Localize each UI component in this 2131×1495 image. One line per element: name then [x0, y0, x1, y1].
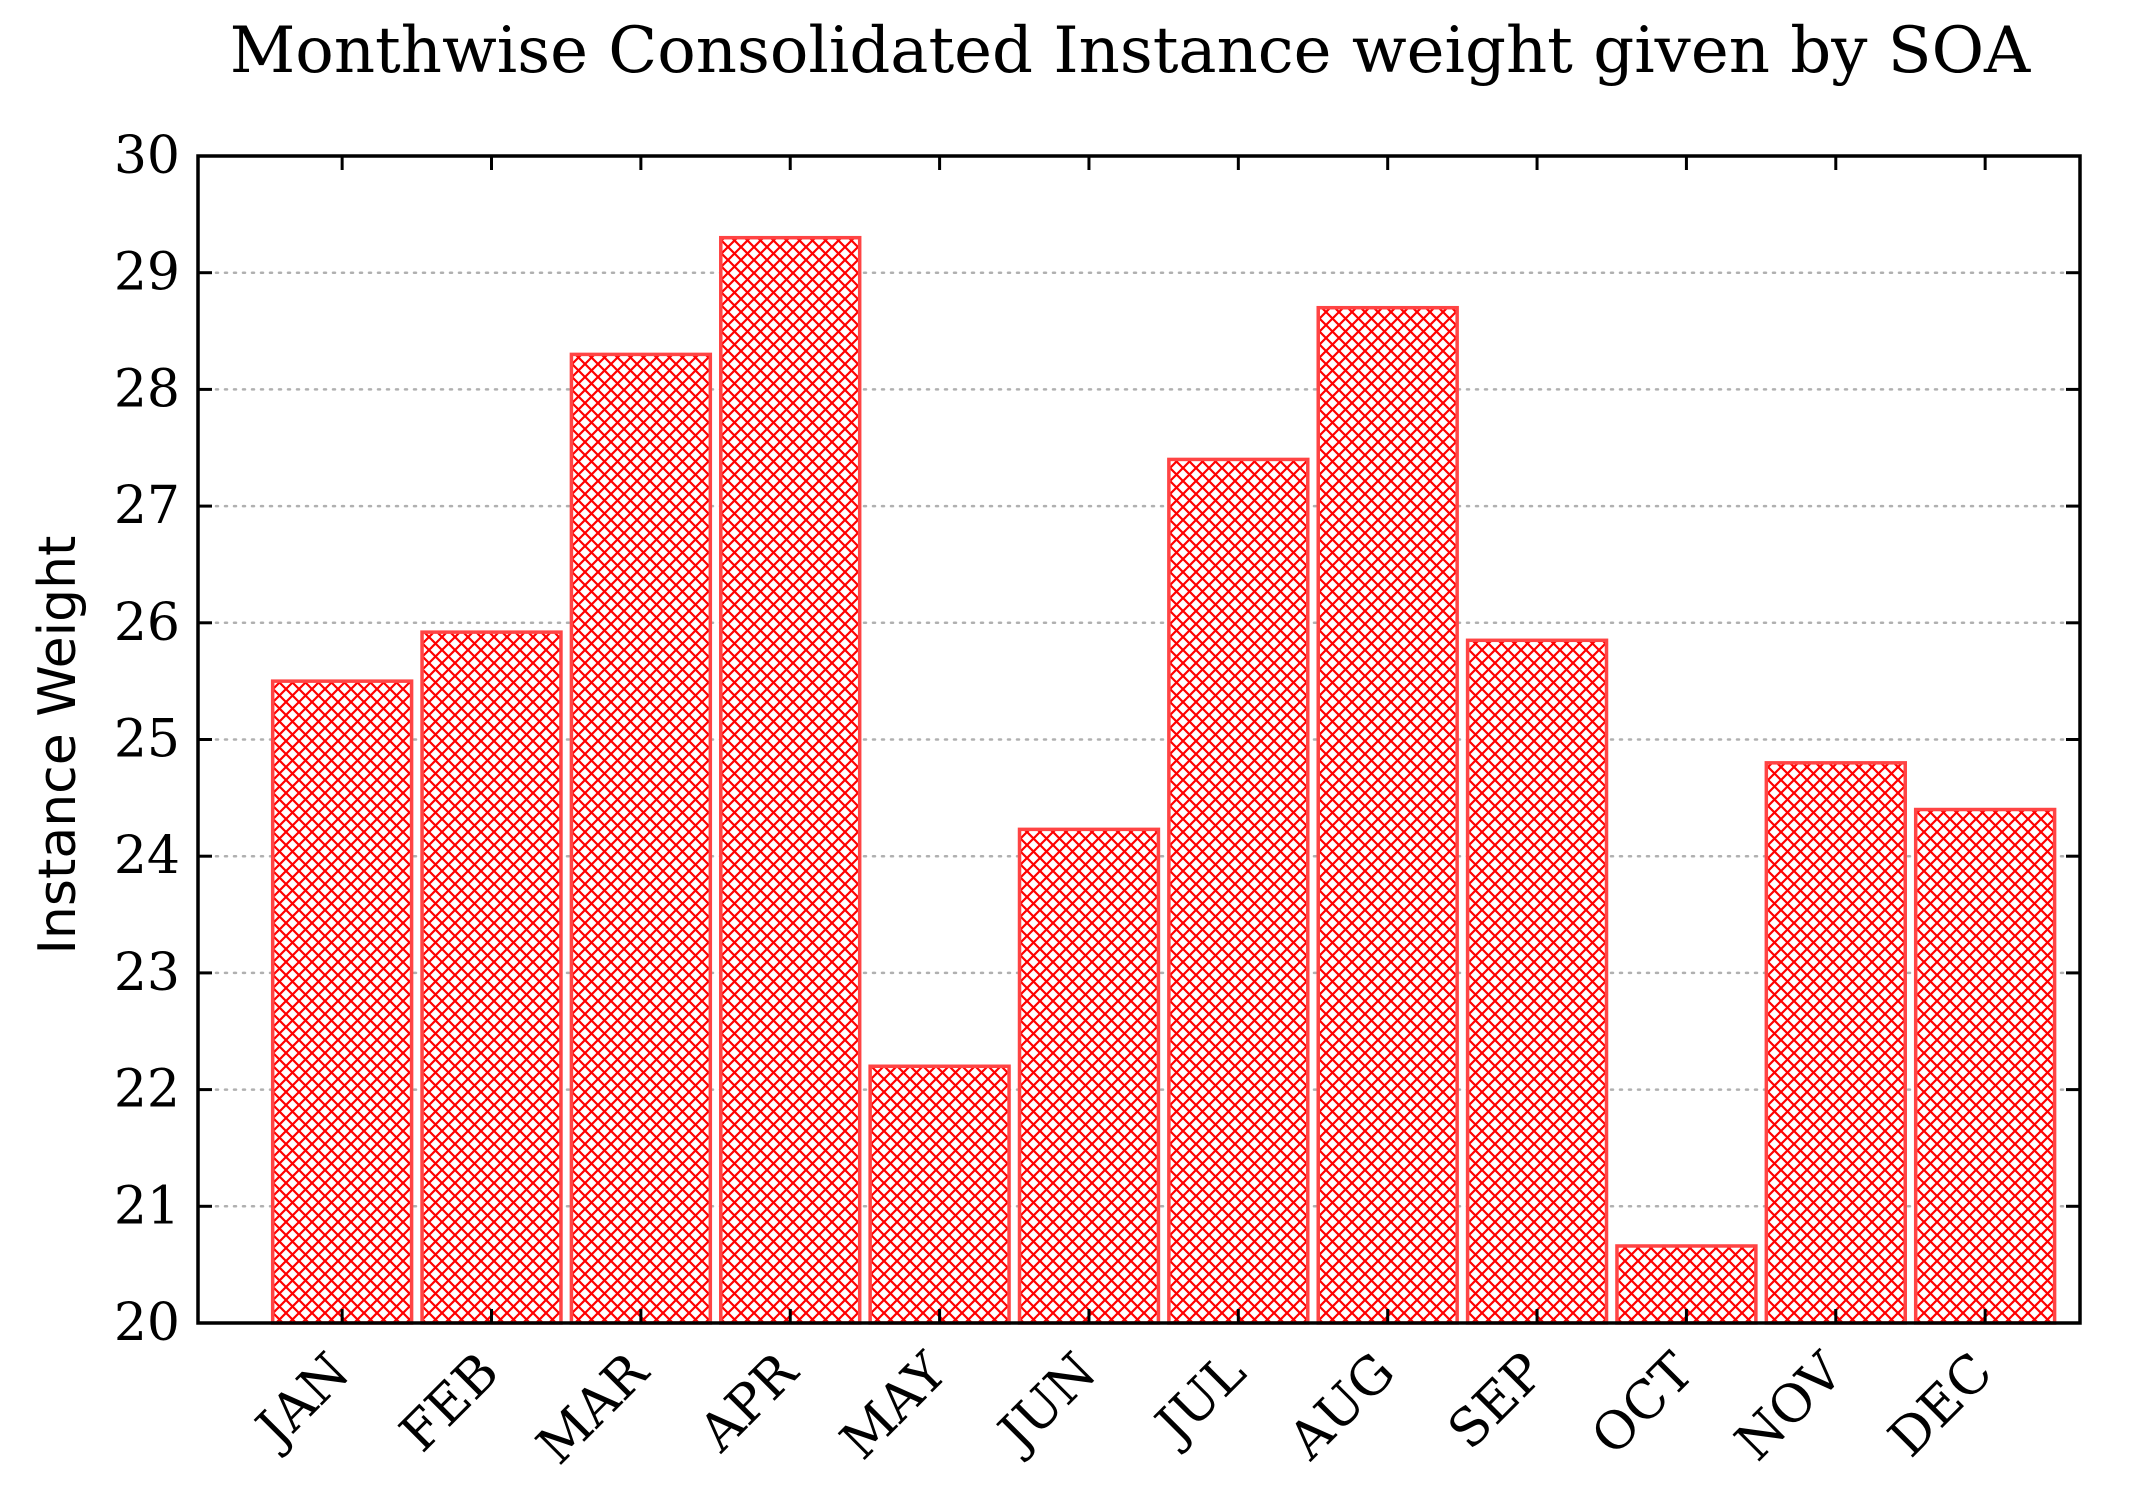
x-tick-label: JAN	[242, 1342, 361, 1461]
bar-feb	[420, 630, 563, 1325]
bar-nov	[1764, 761, 1907, 1325]
x-tick-label: NOV	[1724, 1341, 1856, 1473]
x-tick-label: APR	[687, 1340, 810, 1463]
x-tick-label: JUN	[984, 1342, 1108, 1466]
bar-jul	[1167, 457, 1310, 1325]
x-tick-label: DEC	[1877, 1342, 2004, 1469]
bar-may	[868, 1064, 1011, 1325]
bars	[270, 235, 2057, 1325]
y-tick-label: 22	[114, 1060, 180, 1120]
bar-dec	[1913, 807, 2057, 1325]
y-tick-label: 21	[114, 1176, 180, 1236]
x-tick-label: AUG	[1277, 1342, 1407, 1472]
y-tick-label: 28	[114, 359, 180, 419]
y-tick-label: 25	[114, 710, 180, 770]
y-tick-label: 29	[114, 243, 180, 303]
y-tick-label: 26	[114, 593, 180, 653]
x-tick-label: OCT	[1580, 1342, 1705, 1467]
y-tick-label: 30	[114, 126, 180, 186]
x-tick-labels: JAN FEB MAR APR MAY JUN JUL AUG SEP OCT NOV DEC	[242, 1340, 2004, 1476]
y-tick-label: 23	[114, 943, 180, 1003]
bar-apr	[719, 235, 862, 1325]
x-tick-label: MAY	[829, 1341, 959, 1471]
x-tick-label: SEP	[1437, 1342, 1556, 1461]
y-axis-label: Instance Weight	[28, 536, 88, 955]
axes	[196, 154, 2082, 1325]
bar-sep	[1465, 638, 1609, 1325]
bar-aug	[1316, 305, 1459, 1325]
bar-jan	[270, 679, 414, 1325]
y-tick-label: 27	[114, 476, 180, 536]
bar-mar	[569, 352, 713, 1325]
x-tick-label: MAR	[526, 1340, 662, 1476]
chart-title: Monthwise Consolidated Instance weight g…	[230, 14, 2031, 88]
x-tick-label: JUL	[1141, 1342, 1257, 1458]
bar-jun	[1017, 827, 1161, 1325]
y-tick-label: 24	[114, 826, 180, 886]
x-tick-label: FEB	[389, 1342, 511, 1464]
y-tick-labels: 20 21 22 23 24 25 26 27 28 29 30	[114, 126, 180, 1353]
plot-frame	[196, 154, 2082, 1325]
y-tick-label: 20	[114, 1293, 180, 1353]
